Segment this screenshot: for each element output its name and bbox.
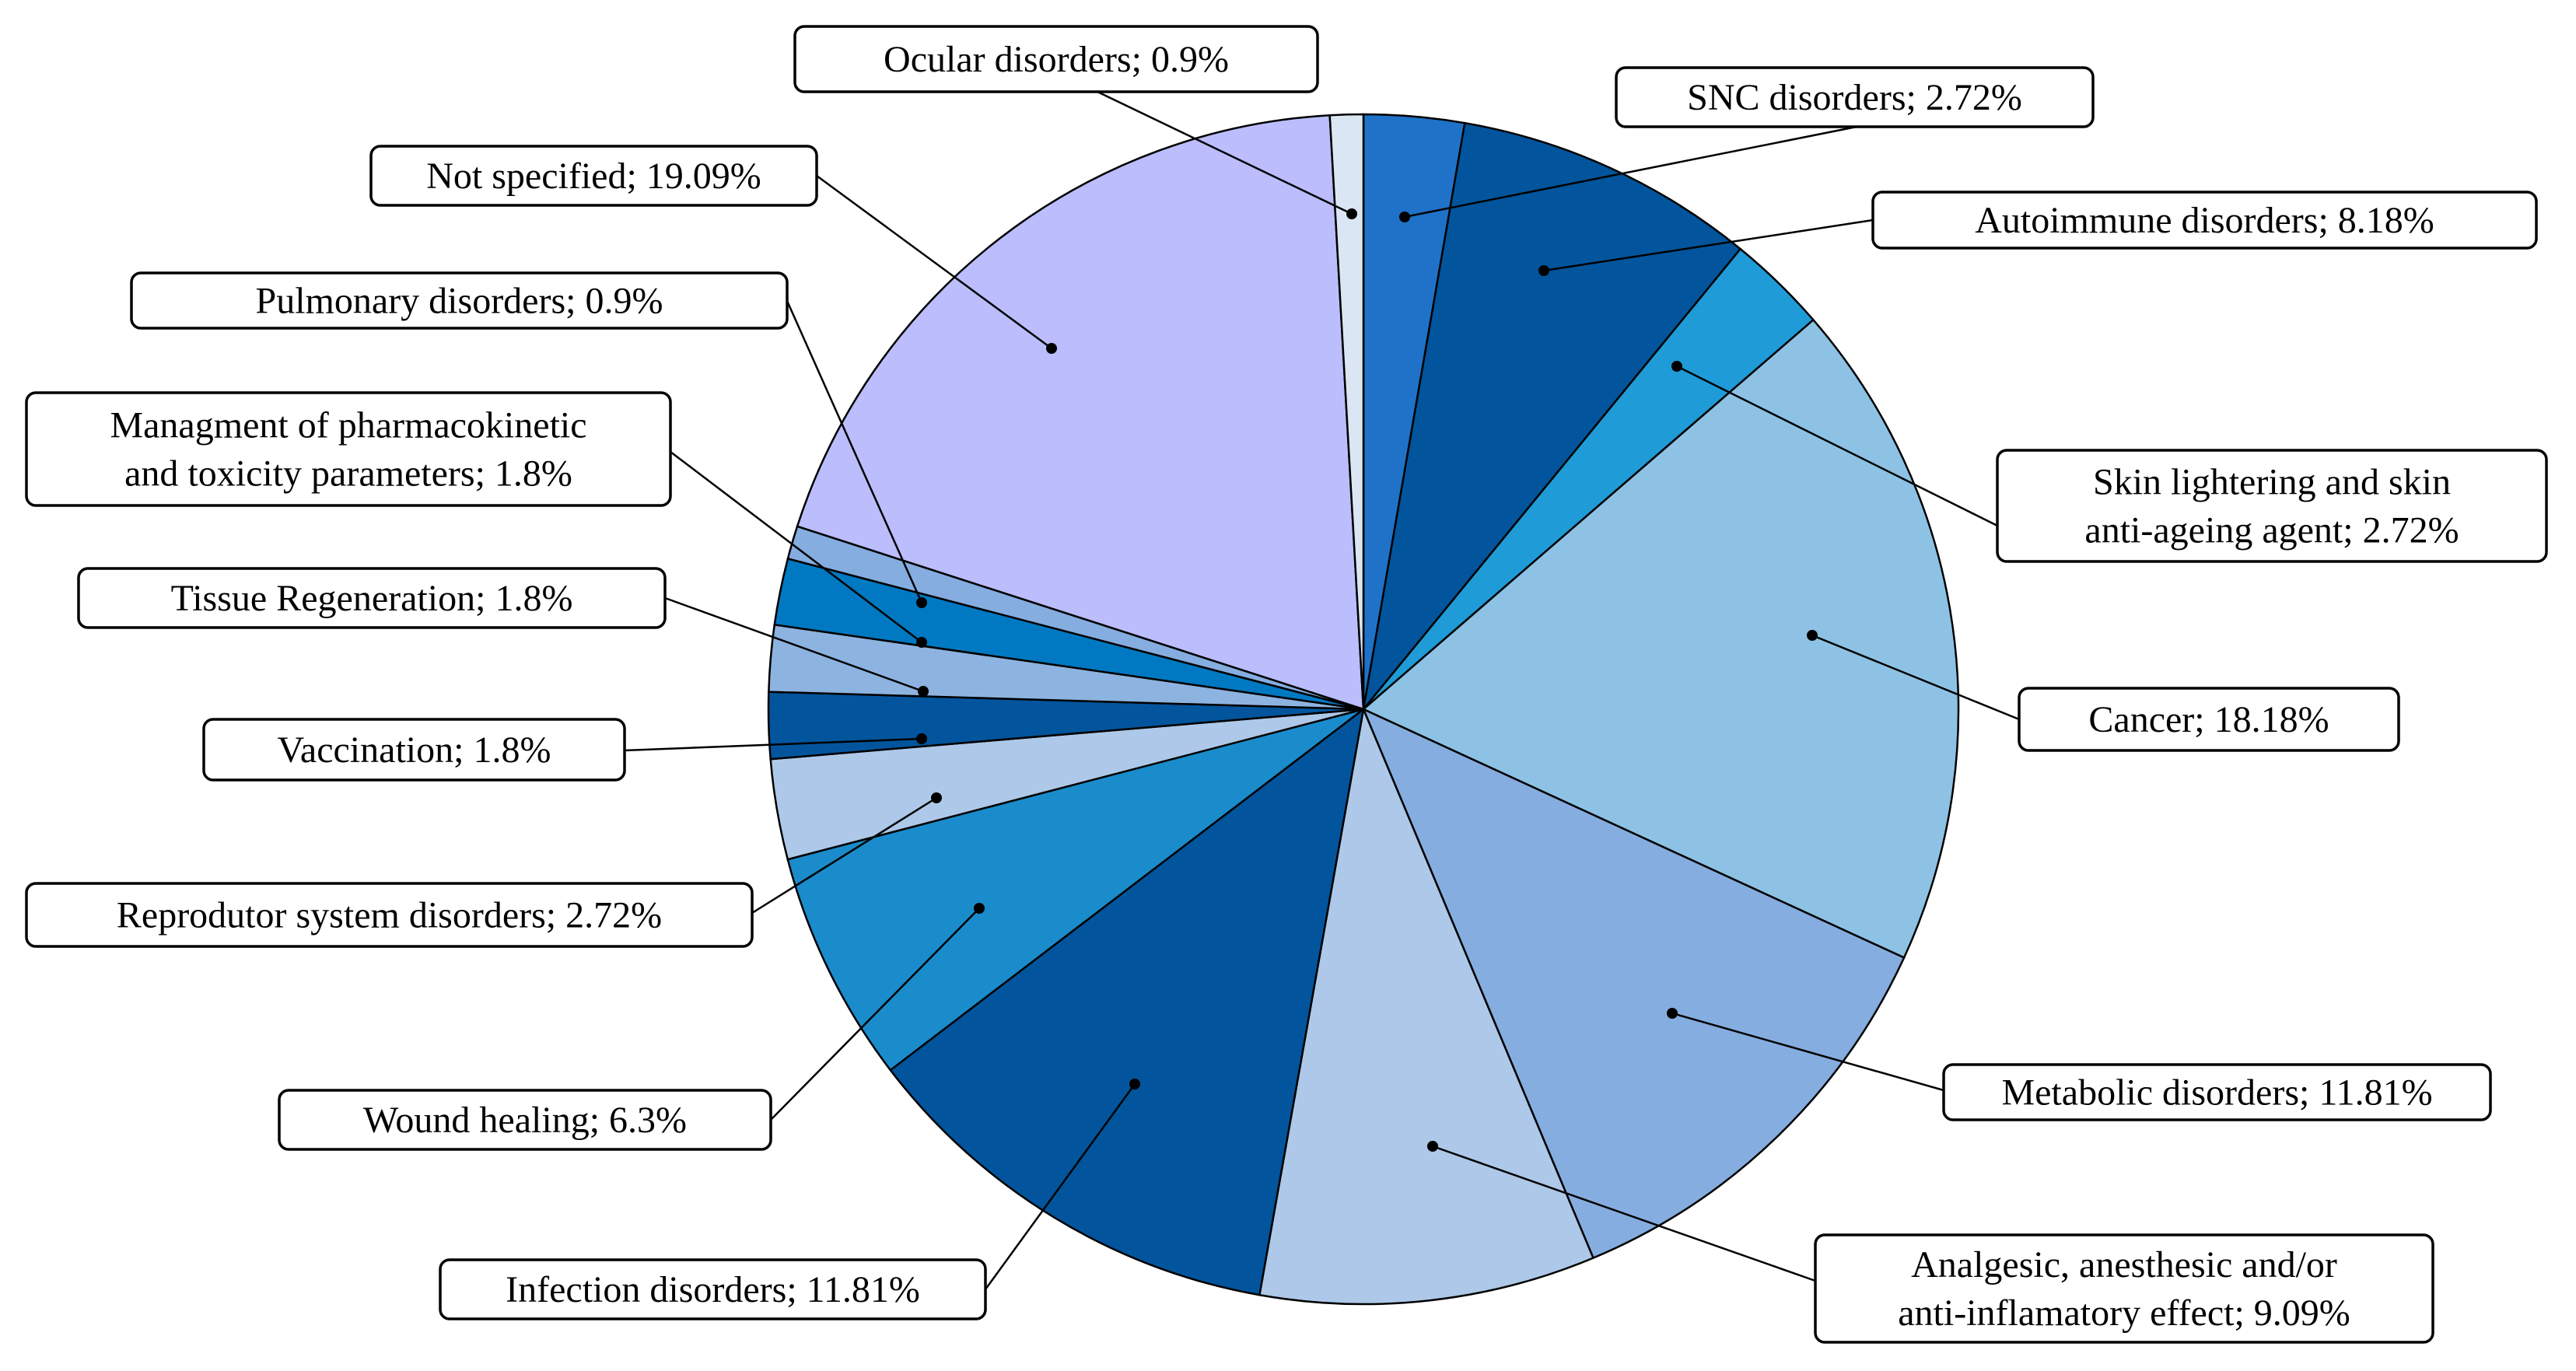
leader-dot-managment-of-pharmacokinetic-and-toxicity-parameters [916,637,927,648]
pie-slice-wound-healing [786,708,1364,1072]
label-text: Vaccination; 1.8% [278,729,551,771]
leader-line-not-specified [816,174,1052,350]
label-text: Pulmonary disorders; 0.9% [256,281,663,322]
leader-line-snc-disorders [1404,125,1857,219]
label-box [1996,449,2548,563]
leader-dot-not-specified [1046,343,1057,354]
pie-slice-ocular-disorders [1328,113,1365,710]
label-box [25,882,754,948]
pie-slices [767,113,1960,1306]
pie-slice-analgesic-anesthesic-and-or-anti-inflamatory-effect [1258,705,1595,1306]
label-box [130,271,789,330]
data-label-skin-lightering-and-skin-anti-ageing-agent: Skin lightering and skin anti-ageing agen… [1996,449,2548,563]
label-box [1615,66,2095,128]
leader-dot-pulmonary-disorders [916,597,927,608]
pie-slice-infection-disorders [889,707,1365,1296]
callout-labels: SNC disorders; 2.72% Autoimmune disorders… [25,25,2548,1344]
leader-line-metabolic-disorders [1671,1012,1944,1092]
leader-lines [624,90,2020,1290]
label-text: and toxicity parameters; 1.8% [124,453,572,495]
label-text: Metabolic disorders; 11.81% [2001,1072,2432,1114]
leader-dot-metabolic-disorders [1667,1008,1678,1019]
pie-slice-cancer [1361,318,1960,960]
leader-dot-cancer [1807,630,1818,641]
leader-line-wound-healing [770,908,980,1121]
label-box [1871,191,2538,250]
data-label-infection-disorders: Infection disorders; 11.81% [439,1258,987,1320]
leader-line-analgesic-anesthesic-and-or-anti-inflamatory-effect [1432,1145,1816,1282]
label-box [369,145,818,207]
leader-dot-autoimmune-disorders [1538,265,1549,276]
leader-line-skin-lightering-and-skin-anti-ageing-agent [1676,365,1998,527]
label-text: Skin lightering and skin [2093,462,2451,503]
label-box [25,391,672,507]
label-text: Wound healing; 6.3% [363,1100,687,1141]
pie-slice-autoimmune-disorders [1361,121,1742,713]
label-text: Reprodutor system disorders; 2.72% [117,895,662,936]
label-text: Tissue Regeneration; 1.8% [171,578,573,619]
leader-line-pulmonary-disorders [786,300,923,603]
label-text: Managment of pharmacokinetic [110,405,586,446]
pie-slice-not-specified [796,114,1365,711]
leader-dot-wound-healing [974,903,985,914]
data-label-wound-healing: Wound healing; 6.3% [278,1089,772,1151]
data-label-tissue-regeneration: Tissue Regeneration; 1.8% [77,567,667,629]
label-box [793,25,1319,93]
label-text: SNC disorders; 2.72% [1687,77,2022,118]
leader-dot-snc-disorders [1399,212,1410,222]
label-text: Cancer; 18.18% [2088,699,2329,740]
leader-line-managment-of-pharmacokinetic-and-toxicity-parameters [670,451,922,643]
label-text: Not specified; 19.09% [426,156,761,197]
label-box [77,567,667,629]
leader-line-tissue-regeneration [664,596,924,693]
data-label-analgesic-anesthesic-and-or-anti-inflamatory-effect: Analgesic, anesthesic and/or anti-inflama… [1814,1233,2434,1344]
data-label-cancer: Cancer; 18.18% [2018,687,2400,752]
data-label-vaccination: Vaccination; 1.8% [202,718,626,782]
label-box [2018,687,2400,752]
data-label-not-specified: Not specified; 19.09% [369,145,818,207]
label-box [439,1258,987,1320]
data-label-metabolic-disorders: Metabolic disorders; 11.81% [1942,1063,2492,1121]
label-text: anti-ageing agent; 2.72% [2084,510,2459,551]
data-label-snc-disorders: SNC disorders; 2.72% [1615,66,2095,128]
data-label-managment-of-pharmacokinetic-and-toxicity-parameters: Managment of pharmacokinetic and toxicity… [25,391,672,507]
leader-line-reprodutor-system-disorders [751,796,937,915]
leader-line-infection-disorders [984,1083,1136,1290]
leader-dot-skin-lightering-and-skin-anti-ageing-agent [1671,361,1682,372]
pie-slice-metabolic-disorders [1361,707,1906,1260]
leader-dot-analgesic-anesthesic-and-or-anti-inflamatory-effect [1427,1141,1438,1152]
label-text: anti-inflamatory effect; 9.09% [1898,1292,2350,1334]
leader-dot-tissue-regeneration [918,686,929,697]
label-text: Analgesic, anesthesic and/or [1911,1244,2337,1285]
leader-line-autoimmune-disorders [1543,219,1874,272]
label-box [1942,1063,2492,1121]
data-label-ocular-disorders: Ocular disorders; 0.9% [793,25,1319,93]
label-text: Autoimmune disorders; 8.18% [1975,200,2434,241]
label-box [278,1089,772,1151]
label-box [1814,1233,2434,1344]
leader-line-cancer [1811,634,2020,721]
leader-dot-reprodutor-system-disorders [931,792,942,803]
leader-dot-infection-disorders [1129,1079,1140,1089]
leader-line-vaccination [624,737,922,752]
data-label-reprodutor-system-disorders: Reprodutor system disorders; 2.72% [25,882,754,948]
leader-dot-vaccination [916,733,927,744]
leader-dot-ocular-disorders [1346,208,1357,219]
label-text: Infection disorders; 11.81% [506,1269,920,1310]
data-label-pulmonary-disorders: Pulmonary disorders; 0.9% [130,271,789,330]
data-label-autoimmune-disorders: Autoimmune disorders; 8.18% [1871,191,2538,250]
label-box [202,718,626,782]
leader-line-ocular-disorders [1097,90,1353,215]
label-text: Ocular disorders; 0.9% [884,39,1229,80]
